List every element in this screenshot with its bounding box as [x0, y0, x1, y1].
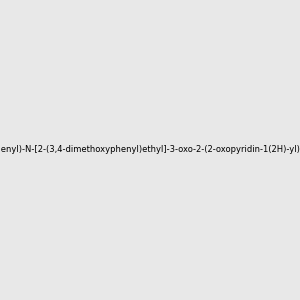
Text: 3-(4-bromophenyl)-N-[2-(3,4-dimethoxyphenyl)ethyl]-3-oxo-2-(2-oxopyridin-1(2H)-y: 3-(4-bromophenyl)-N-[2-(3,4-dimethoxyphe…	[0, 146, 300, 154]
